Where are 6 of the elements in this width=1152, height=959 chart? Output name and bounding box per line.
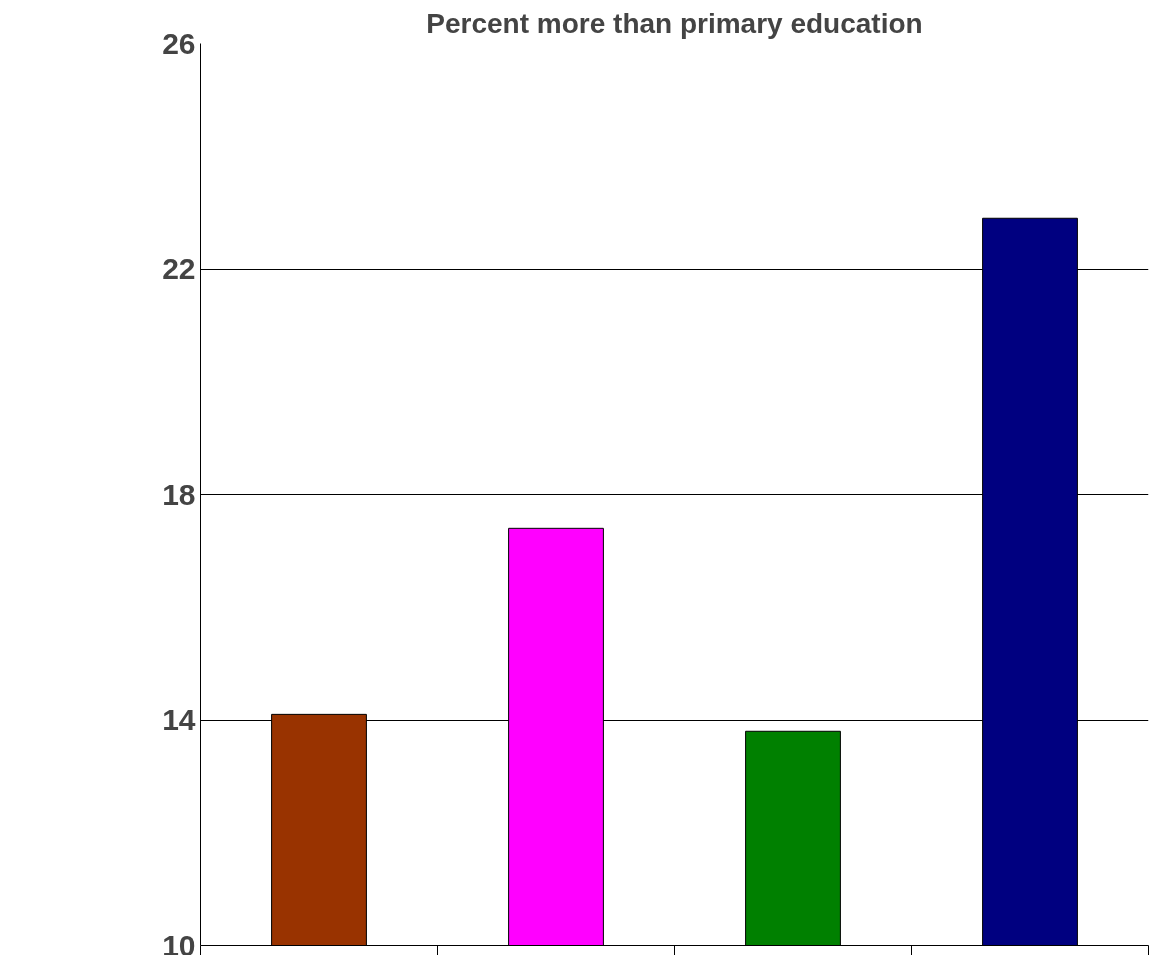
y-tick-label: 14 <box>162 703 196 736</box>
y-tick-label: 18 <box>162 477 196 511</box>
y-tick-label: 22 <box>162 252 196 285</box>
y-tick-label: 26 <box>162 26 196 60</box>
y-tick-label: 10 <box>162 928 196 959</box>
chart-title: Percent more than primary education <box>426 7 923 39</box>
